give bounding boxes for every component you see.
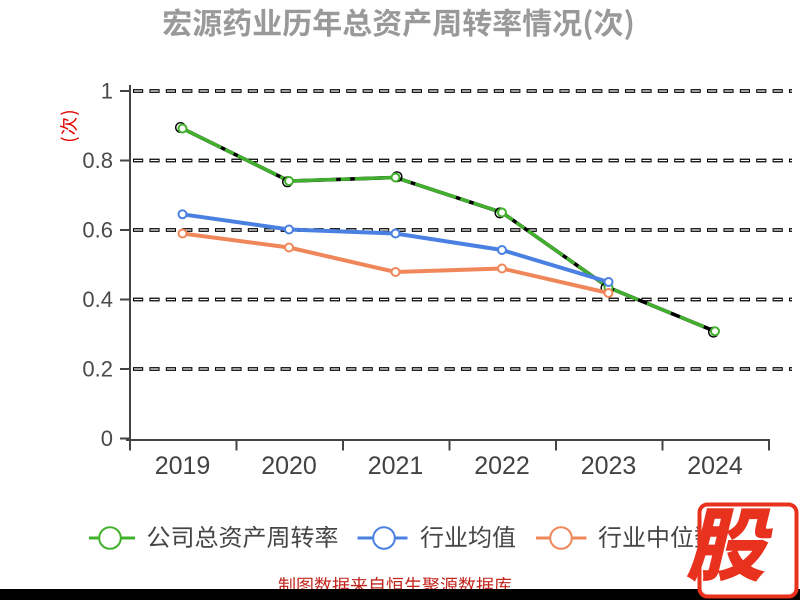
- svg-text:0.4: 0.4: [82, 287, 113, 312]
- svg-text:0.6: 0.6: [82, 217, 113, 242]
- svg-text:0: 0: [101, 426, 113, 451]
- svg-text:2020: 2020: [261, 452, 317, 480]
- svg-text:2022: 2022: [474, 452, 530, 480]
- svg-text:1: 1: [101, 78, 113, 103]
- svg-text:0.2: 0.2: [82, 356, 113, 381]
- svg-text:0.8: 0.8: [82, 148, 113, 173]
- svg-text:2023: 2023: [581, 452, 637, 480]
- svg-text:2024: 2024: [687, 452, 743, 480]
- svg-text:2019: 2019: [155, 452, 211, 480]
- svg-text:2021: 2021: [368, 452, 424, 480]
